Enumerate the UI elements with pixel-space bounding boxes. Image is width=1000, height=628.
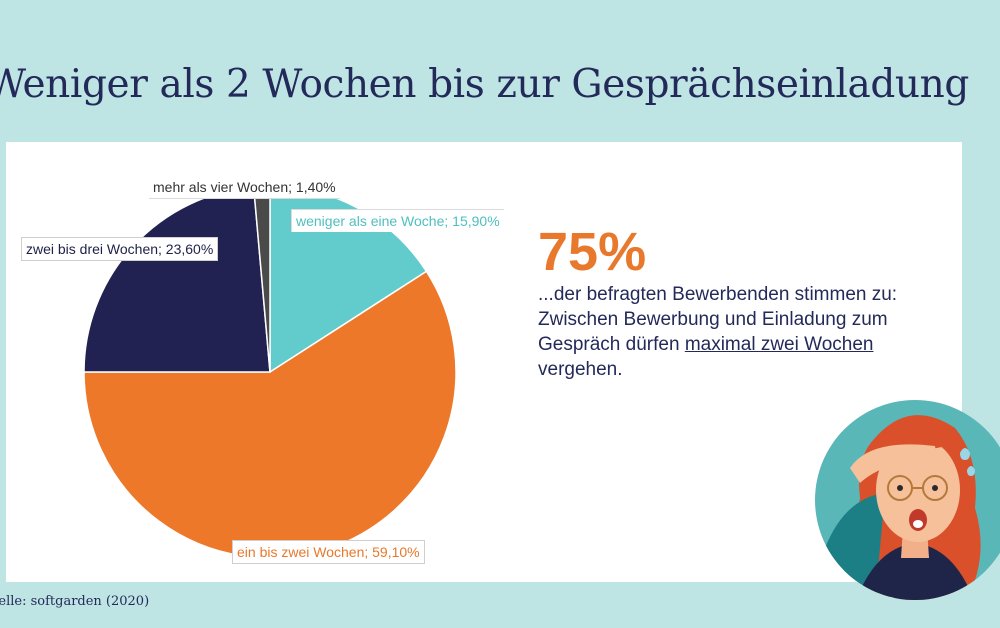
pie-chart (83, 185, 457, 559)
pie-slice-zwei-bis-drei-wochen (83, 185, 271, 373)
slice-label-mehr-als-vier-wochen: mehr als vier Wochen; 1,40% (149, 176, 340, 199)
slice-label-ein-bis-zwei-wochen: ein bis zwei Wochen; 59,10% (232, 540, 425, 564)
highlight-text-underlined: maximal zwei Wochen (684, 334, 874, 355)
slice-label-weniger-als-eine-woche: weniger als eine Woche; 15,90% (291, 209, 504, 232)
surprised-woman-illustration (815, 400, 1000, 600)
highlight-description: ...der befragten Bewerbenden stimmen zu:… (538, 282, 918, 382)
highlight-text-part1: ...der befragten Bewerbenden stimmen zu:… (538, 284, 898, 355)
chart-card: weniger als eine Woche; 15,90% ein bis z… (6, 142, 962, 582)
highlight-percentage: 75% (538, 222, 647, 282)
page-title: Weniger als 2 Wochen bis zur Gesprächsei… (0, 62, 969, 107)
highlight-text-part2: vergehen. (538, 359, 623, 380)
source-note: uelle: softgarden (2020) (0, 594, 150, 609)
slice-label-zwei-bis-drei-wochen: zwei bis drei Wochen; 23,60% (21, 237, 219, 261)
